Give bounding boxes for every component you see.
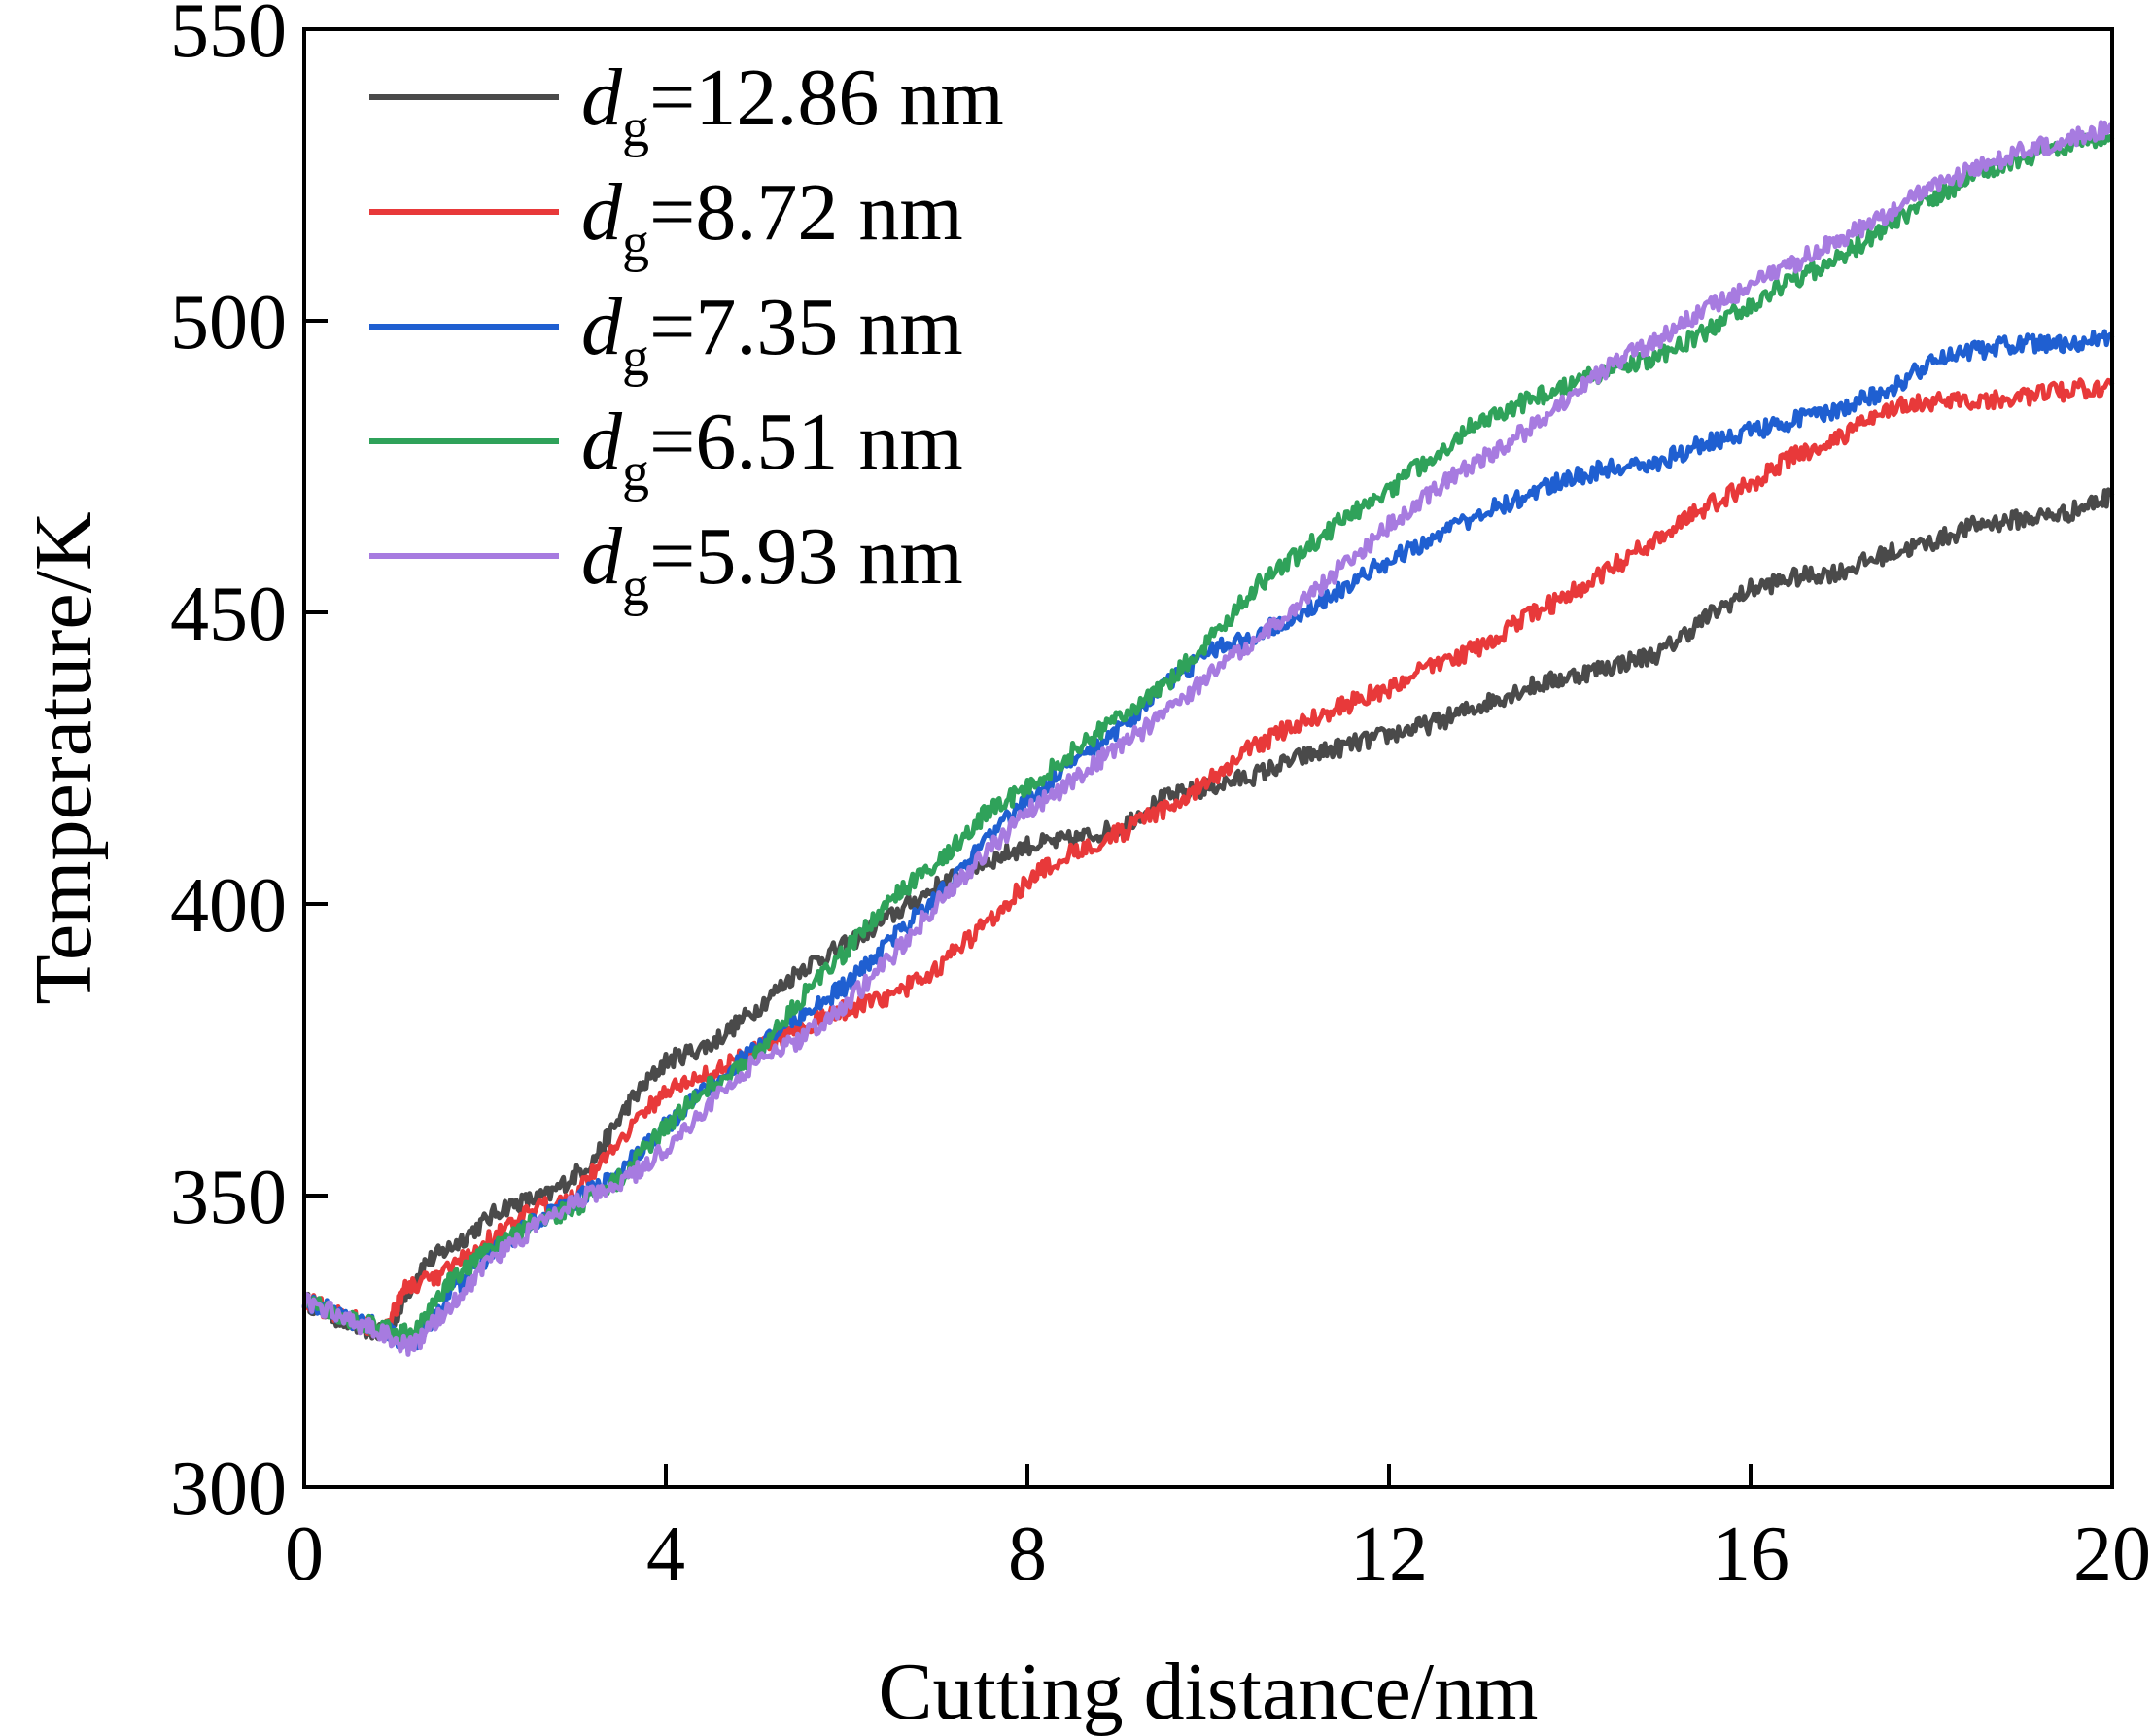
x-tick-label: 20 <box>2073 1511 2151 1597</box>
y-tick-label: 350 <box>170 1155 287 1240</box>
legend-entry: dg=5.93 nm <box>581 511 963 617</box>
x-tick-label: 12 <box>1350 1511 1428 1597</box>
series-line <box>301 120 2115 1357</box>
y-tick-label: 500 <box>170 280 287 365</box>
x-tick-label: 0 <box>285 1511 324 1597</box>
x-tick-label: 8 <box>1008 1511 1047 1597</box>
x-tick-label: 16 <box>1712 1511 1789 1597</box>
legend-entry: dg=6.51 nm <box>581 397 963 503</box>
y-tick-label: 400 <box>170 863 287 949</box>
x-axis-ticks: 0 4 8 12 16 20 <box>285 1464 2151 1597</box>
series-line <box>301 131 2115 1346</box>
y-tick-label: 450 <box>170 572 287 657</box>
x-tick-label: 4 <box>646 1511 685 1597</box>
y-tick-label: 550 <box>170 0 287 74</box>
legend-entry: dg=8.72 nm <box>581 167 963 273</box>
legend-entry: dg=7.35 nm <box>581 282 963 388</box>
y-axis-ticks: 300 350 400 450 500 550 <box>170 0 328 1532</box>
series-lines <box>301 120 2115 1357</box>
y-tick-label: 300 <box>170 1446 287 1532</box>
x-axis-label: Cutting distance/nm <box>879 1647 1539 1736</box>
legend-entry: dg=12.86 nm <box>581 52 1004 158</box>
series-line <box>301 487 2115 1342</box>
plot-frame <box>302 27 2114 1489</box>
y-axis-label: Temperature/K <box>18 511 109 1004</box>
